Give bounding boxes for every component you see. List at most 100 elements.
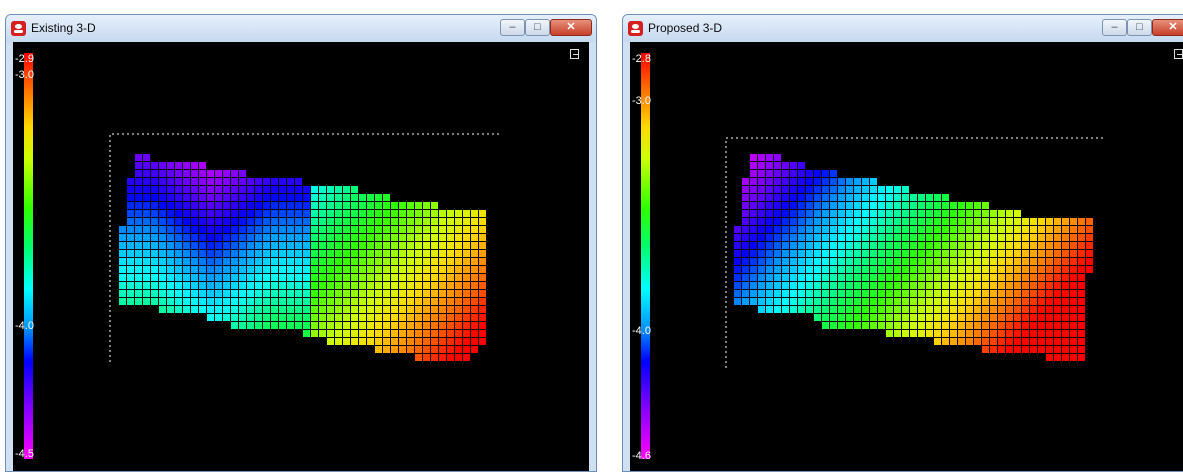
scale-tick-label: -3.0 — [632, 95, 651, 107]
surface-cell — [247, 266, 254, 273]
surface-cell — [966, 290, 973, 297]
surface-cell — [303, 306, 310, 313]
surface-cell — [239, 250, 246, 257]
surface-cell — [215, 226, 222, 233]
surface-cell — [311, 314, 318, 321]
existing-3d-window[interactable]: Existing 3-D – □ ✕ -2.9 -3.0 -4.0 -4.5 — [5, 14, 597, 472]
surface-cell — [894, 234, 901, 241]
minimize-button[interactable]: – — [1102, 19, 1127, 36]
surface-cell — [1022, 250, 1029, 257]
app-logo-icon[interactable] — [11, 21, 26, 36]
surface-cell — [239, 266, 246, 273]
surface-cell — [351, 202, 358, 209]
surface-cell — [806, 266, 813, 273]
surface-cell — [295, 210, 302, 217]
surface-cell — [990, 314, 997, 321]
surface-cell — [838, 218, 845, 225]
surface-cell — [862, 210, 869, 217]
surface-cell — [175, 242, 182, 249]
surface-cell — [223, 170, 230, 177]
maximize-button[interactable]: □ — [1127, 19, 1152, 36]
surface-cell — [407, 282, 414, 289]
surface-cell — [902, 314, 909, 321]
surface-cell — [479, 322, 486, 329]
surface-cell — [183, 226, 190, 233]
surface-cell — [1046, 338, 1053, 345]
surface-cell — [231, 266, 238, 273]
surface-cell — [798, 250, 805, 257]
surface-cell — [335, 226, 342, 233]
surface-cell — [886, 218, 893, 225]
surface-cell — [862, 290, 869, 297]
surface-cell — [367, 194, 374, 201]
surface-cell — [335, 186, 342, 193]
3d-view[interactable]: -2.9 -3.0 -4.0 -4.5 — [13, 42, 589, 471]
surface-cell — [287, 218, 294, 225]
surface-cell — [958, 218, 965, 225]
surface-cell — [279, 234, 286, 241]
close-button[interactable]: ✕ — [1152, 19, 1183, 36]
surface-cell — [407, 258, 414, 265]
surface-cell — [359, 290, 366, 297]
surface-cell — [854, 282, 861, 289]
surface-cell — [447, 338, 454, 345]
surface-cell — [263, 202, 270, 209]
surface-cell — [910, 226, 917, 233]
surface-cell — [255, 266, 262, 273]
close-button[interactable]: ✕ — [550, 19, 592, 36]
surface-cell — [239, 306, 246, 313]
surface-cell — [319, 290, 326, 297]
surface-cell — [838, 290, 845, 297]
surface-cell — [191, 266, 198, 273]
surface-cell — [423, 322, 430, 329]
surface-cell — [367, 274, 374, 281]
surface-cell — [231, 234, 238, 241]
surface-cell — [351, 290, 358, 297]
surface-cell — [974, 314, 981, 321]
surface-cell — [295, 274, 302, 281]
title-bar[interactable]: Proposed 3-D – □ ✕ — [623, 15, 1183, 42]
surface-cell — [1046, 234, 1053, 241]
surface-cell — [1038, 234, 1045, 241]
surface-cell — [878, 314, 885, 321]
surface-cell — [846, 210, 853, 217]
surface-cell — [447, 322, 454, 329]
surface-cell — [918, 322, 925, 329]
surface-cell — [391, 226, 398, 233]
surface-cell — [950, 274, 957, 281]
surface-cell — [958, 338, 965, 345]
surface-cell — [239, 322, 246, 329]
minimize-button[interactable]: – — [500, 19, 525, 36]
surface-cell — [1078, 298, 1085, 305]
title-bar[interactable]: Existing 3-D – □ ✕ — [6, 15, 596, 42]
surface-cell — [798, 274, 805, 281]
surface-cell — [870, 258, 877, 265]
surface-cell — [327, 258, 334, 265]
3d-view[interactable]: -2.8 -3.0 -4.0 -4.6 — [630, 42, 1183, 471]
maximize-button[interactable]: □ — [525, 19, 550, 36]
surface-cell — [439, 338, 446, 345]
proposed-3d-window[interactable]: Proposed 3-D – □ ✕ -2.8 -3.0 -4.0 -4.6 — [622, 14, 1183, 472]
surface-cell — [175, 234, 182, 241]
surface-cell — [375, 274, 382, 281]
restore-view-icon[interactable] — [570, 49, 579, 59]
surface-cell — [742, 282, 749, 289]
surface-cell — [982, 306, 989, 313]
surface-cell — [327, 218, 334, 225]
surface-cell — [990, 210, 997, 217]
surface-cell — [830, 242, 837, 249]
surface-cell — [399, 338, 406, 345]
surface-cell — [471, 330, 478, 337]
surface-cell — [1062, 346, 1069, 353]
surface-cell — [1046, 274, 1053, 281]
surface-cell — [399, 314, 406, 321]
surface-cell — [399, 346, 406, 353]
surface-cell — [375, 210, 382, 217]
surface-cell — [910, 298, 917, 305]
surface-cell — [1038, 258, 1045, 265]
app-logo-icon[interactable] — [628, 21, 643, 36]
surface-cell — [1054, 234, 1061, 241]
surface-cell — [870, 314, 877, 321]
surface-cell — [399, 290, 406, 297]
surface-cell — [830, 194, 837, 201]
